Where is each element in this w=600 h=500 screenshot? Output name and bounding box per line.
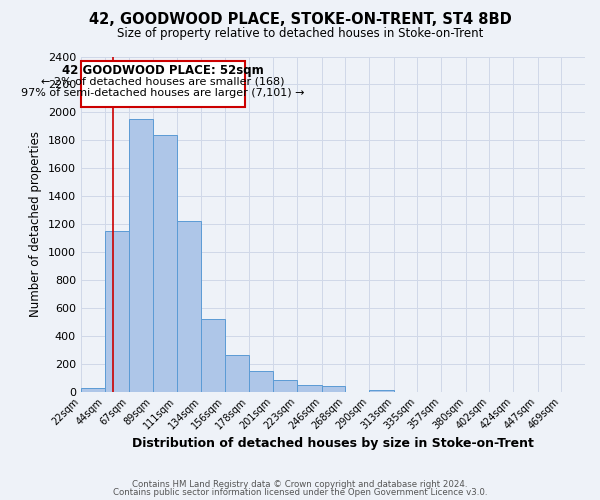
Text: Contains HM Land Registry data © Crown copyright and database right 2024.: Contains HM Land Registry data © Crown c…: [132, 480, 468, 489]
Bar: [104, 231, 129, 392]
X-axis label: Distribution of detached houses by size in Stoke-on-Trent: Distribution of detached houses by size …: [132, 437, 534, 450]
Text: 97% of semi-detached houses are larger (7,101) →: 97% of semi-detached houses are larger (…: [22, 88, 305, 98]
Bar: [81, 388, 104, 392]
Bar: [176, 220, 201, 392]
Text: Size of property relative to detached houses in Stoke-on-Trent: Size of property relative to detached ho…: [117, 28, 483, 40]
Bar: [201, 319, 225, 392]
Bar: [297, 384, 322, 392]
Bar: [129, 120, 153, 392]
Bar: [369, 390, 394, 392]
Bar: [322, 386, 346, 392]
Bar: [248, 370, 273, 392]
Text: 42 GOODWOOD PLACE: 52sqm: 42 GOODWOOD PLACE: 52sqm: [62, 64, 264, 77]
FancyBboxPatch shape: [81, 60, 245, 107]
Bar: [273, 380, 297, 392]
Y-axis label: Number of detached properties: Number of detached properties: [29, 131, 42, 317]
Bar: [225, 354, 248, 392]
Bar: [153, 134, 176, 392]
Text: 42, GOODWOOD PLACE, STOKE-ON-TRENT, ST4 8BD: 42, GOODWOOD PLACE, STOKE-ON-TRENT, ST4 …: [89, 12, 511, 28]
Text: ← 2% of detached houses are smaller (168): ← 2% of detached houses are smaller (168…: [41, 76, 285, 86]
Text: Contains public sector information licensed under the Open Government Licence v3: Contains public sector information licen…: [113, 488, 487, 497]
